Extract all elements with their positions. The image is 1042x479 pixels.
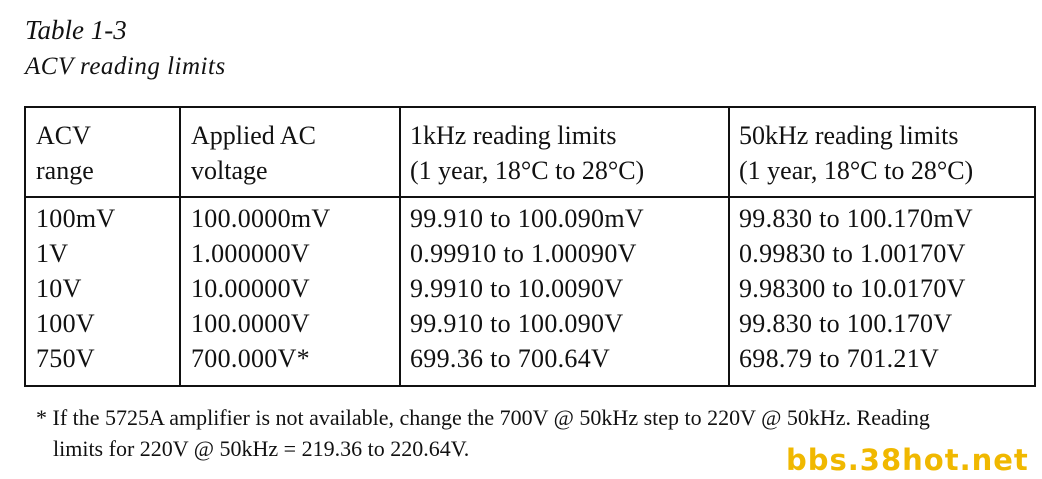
table-cell: 99.910 to 100.090V <box>410 309 624 338</box>
header-line: ACV <box>36 121 91 150</box>
table-cell: 0.99910 to 1.00090V <box>410 239 637 268</box>
table-cell: 750V <box>36 344 95 373</box>
table-cell: 9.9910 to 10.0090V <box>410 274 624 303</box>
header-line: 1kHz reading limits <box>410 121 617 150</box>
header-acv-range: ACV range <box>36 118 94 188</box>
table-cell: 1.000000V <box>191 239 310 268</box>
table-cell: 698.79 to 701.21V <box>739 344 940 373</box>
column-acv-range: 100mV 1V 10V 100V 750V <box>36 201 116 376</box>
table-cell: 100.0000V <box>191 309 310 338</box>
table-cell: 99.830 to 100.170V <box>739 309 953 338</box>
table-cell: 699.36 to 700.64V <box>410 344 611 373</box>
column-divider <box>179 108 181 385</box>
table-cell: 99.830 to 100.170mV <box>739 204 973 233</box>
header-applied-voltage: Applied AC voltage <box>191 118 316 188</box>
footnote-line: * If the 5725A amplifier is not availabl… <box>36 405 930 430</box>
acv-limits-table: ACV range Applied AC voltage 1kHz readin… <box>24 106 1036 387</box>
header-50khz-limits: 50kHz reading limits (1 year, 18°C to 28… <box>739 118 973 188</box>
column-divider <box>728 108 730 385</box>
table-cell: 0.99830 to 1.00170V <box>739 239 966 268</box>
header-line: Applied AC <box>191 121 316 150</box>
footnote-line: limits for 220V @ 50kHz = 219.36 to 220.… <box>53 436 470 461</box>
table-cell: 10.00000V <box>191 274 310 303</box>
header-line: 50kHz reading limits <box>739 121 959 150</box>
column-1khz-limits: 99.910 to 100.090mV 0.99910 to 1.00090V … <box>410 201 644 376</box>
table-cell: 9.98300 to 10.0170V <box>739 274 966 303</box>
table-subtitle: ACV reading limits <box>25 53 226 80</box>
column-divider <box>399 108 401 385</box>
table-cell: 100V <box>36 309 95 338</box>
header-divider <box>26 196 1034 198</box>
header-line: range <box>36 156 94 185</box>
header-line: (1 year, 18°C to 28°C) <box>739 156 974 185</box>
site-watermark: bbs.38hot.net <box>786 443 1029 477</box>
header-line: voltage <box>191 156 268 185</box>
table-title: Table 1-3 <box>25 15 127 45</box>
table-cell: 10V <box>36 274 82 303</box>
table-cell: 100.0000mV <box>191 204 331 233</box>
column-applied-voltage: 100.0000mV 1.000000V 10.00000V 100.0000V… <box>191 201 331 376</box>
header-1khz-limits: 1kHz reading limits (1 year, 18°C to 28°… <box>410 118 644 188</box>
table-cell: 1V <box>36 239 69 268</box>
table-cell: 99.910 to 100.090mV <box>410 204 644 233</box>
table-cell: 100mV <box>36 204 116 233</box>
header-line: (1 year, 18°C to 28°C) <box>410 156 645 185</box>
column-50khz-limits: 99.830 to 100.170mV 0.99830 to 1.00170V … <box>739 201 973 376</box>
table-footnote: * If the 5725A amplifier is not availabl… <box>36 402 930 464</box>
table-cell: 700.000V* <box>191 344 310 373</box>
